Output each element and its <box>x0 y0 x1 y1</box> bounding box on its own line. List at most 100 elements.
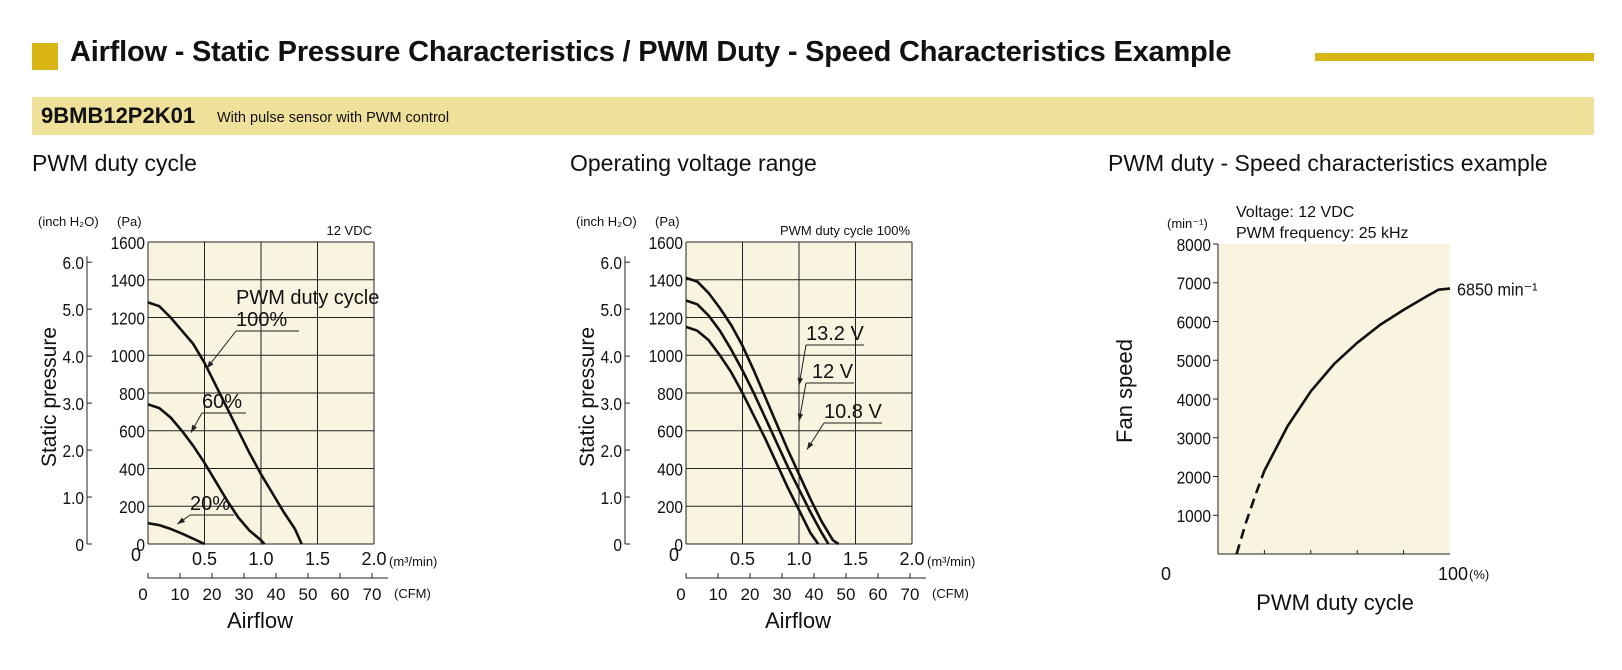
y2-tick-label: 6.0 <box>63 253 84 273</box>
x2-tick-label: 0 <box>138 585 147 604</box>
legend-title: PWM duty cycle <box>236 287 379 309</box>
page-title: Airflow - Static Pressure Characteristic… <box>70 36 1232 68</box>
y2-tick-label: 2.0 <box>601 441 622 461</box>
x2-tick-label: 60 <box>331 585 350 604</box>
y-tick-label: 200 <box>119 497 145 517</box>
x-tick-label: 0 <box>131 545 141 565</box>
x-unit-label: (m³/min) <box>927 554 975 569</box>
y2-tick-label: 4.0 <box>63 347 84 367</box>
label-arrow-head <box>177 517 186 525</box>
series-label: 13.2 V <box>806 323 864 345</box>
label-arrow-head <box>806 441 814 450</box>
label-arrow-head <box>797 377 803 386</box>
chart-pwm-duty-cycle: 0200400600800100012001400160001.02.03.04… <box>38 214 437 633</box>
y-tick-label: 1000 <box>1177 506 1211 526</box>
y-unit-label: (Pa) <box>117 214 142 229</box>
x2-tick-label: 10 <box>709 585 728 604</box>
y-tick-label: 0 <box>136 535 145 555</box>
x2-tick-label: 40 <box>805 585 824 604</box>
y-tick-label: 1200 <box>111 308 145 328</box>
x-tick-label: 1.0 <box>248 549 273 569</box>
x2-tick-label: 40 <box>267 585 286 604</box>
x-axis-label: Airflow <box>227 608 293 633</box>
y-tick-label: 1400 <box>649 271 683 291</box>
series-line-20 <box>147 521 206 546</box>
section-title-pwm-duty: PWM duty cycle <box>32 150 197 176</box>
y-tick-label: 1200 <box>649 308 683 328</box>
x-tick-label: 1.5 <box>305 549 330 569</box>
x-tick-label: 0 <box>1161 564 1171 584</box>
y2-tick-label: 5.0 <box>63 300 84 320</box>
header-accent-line <box>1315 53 1594 61</box>
section-title-speed: PWM duty - Speed characteristics example <box>1108 150 1548 176</box>
series-label: 60% <box>202 391 242 413</box>
x2-tick-label: 0 <box>676 585 685 604</box>
y-tick-label: 800 <box>657 384 683 404</box>
y-axis-label: Fan speed <box>1112 339 1137 443</box>
y-tick-label: 1600 <box>111 233 145 253</box>
x-tick-label: 0.5 <box>730 549 755 569</box>
y-tick-label: 1400 <box>111 271 145 291</box>
y2-tick-label: 0 <box>613 535 622 555</box>
y2-tick-label: 1.0 <box>601 488 622 508</box>
product-band: 9BMB12P2K01 With pulse sensor with PWM c… <box>32 97 1594 135</box>
x2-tick-label: 50 <box>299 585 318 604</box>
x2-tick-label: 70 <box>363 585 382 604</box>
y-tick-label: 400 <box>657 459 683 479</box>
x2-tick-label: 50 <box>837 585 856 604</box>
y-tick-label: 600 <box>119 422 145 442</box>
chart-condition: 12 VDC <box>326 223 372 238</box>
y-axis-label: Static pressure <box>576 327 599 467</box>
y-unit-label: (Pa) <box>655 214 680 229</box>
x-tick-label: 0.5 <box>192 549 217 569</box>
series-line-dashed <box>1235 470 1266 555</box>
end-value-label: 6850 min⁻¹ <box>1457 280 1538 300</box>
label-arrow-head <box>797 413 804 422</box>
series-line-60 <box>147 403 266 545</box>
chart-condition: PWM duty cycle 100% <box>780 223 910 238</box>
x-tick-label: 100 <box>1438 564 1468 584</box>
y2-tick-label: 1.0 <box>63 488 84 508</box>
x2-tick-label: 30 <box>235 585 254 604</box>
section-title-voltage-range: Operating voltage range <box>570 150 817 176</box>
y-tick-label: 400 <box>119 459 145 479</box>
y2-unit-label: (inch H₂O) <box>38 214 99 229</box>
x-tick-label: 1.5 <box>843 549 868 569</box>
x-tick-label: 2.0 <box>899 549 924 569</box>
x2-tick-label: 30 <box>773 585 792 604</box>
series-line-132v <box>685 276 840 546</box>
series-line-100 <box>147 301 303 545</box>
chart-pwm-speed: 1000 2000 3000 4000 5000 6000 7000 8000 0 100 (%) P… <box>1112 204 1538 615</box>
y2-tick-label: 2.0 <box>63 441 84 461</box>
series-label: 12 V <box>812 361 854 383</box>
x-tick-label: 2.0 <box>361 549 386 569</box>
y2-tick-label: 4.0 <box>601 347 622 367</box>
y-tick-label: 1000 <box>111 346 145 366</box>
label-arrow-head <box>190 424 198 433</box>
chart-condition-line: PWM frequency: 25 kHz <box>1236 225 1409 242</box>
y-tick-label: 3000 <box>1177 429 1211 449</box>
x-axis-label: Airflow <box>765 608 831 633</box>
x2-unit-label: (CFM) <box>932 586 969 601</box>
y-tick-label: 800 <box>119 384 145 404</box>
y-tick-label: 2000 <box>1177 467 1211 487</box>
y-tick-label: 7000 <box>1177 274 1211 294</box>
chart-condition-line: Voltage: 12 VDC <box>1236 204 1354 221</box>
series-label: 20% <box>190 493 230 515</box>
x2-tick-label: 20 <box>203 585 222 604</box>
series-line-fan-speed <box>1263 287 1451 472</box>
x-tick-label: 1.0 <box>786 549 811 569</box>
x2-tick-label: 20 <box>741 585 760 604</box>
y-tick-label: 4000 <box>1177 390 1211 410</box>
y2-tick-label: 3.0 <box>63 394 84 414</box>
y2-tick-label: 5.0 <box>601 300 622 320</box>
y2-tick-label: 0 <box>75 535 84 555</box>
y-tick-label: 1600 <box>649 233 683 253</box>
x-axis-label: PWM duty cycle <box>1256 590 1414 615</box>
x-unit-label: (%) <box>1469 567 1489 582</box>
chart-operating-voltage: 0200400600800100012001400160001.02.03.04… <box>576 214 975 633</box>
y-tick-label: 600 <box>657 422 683 442</box>
y-tick-label: 200 <box>657 497 683 517</box>
series-line-108v <box>685 325 820 545</box>
y-unit-label: (min⁻¹) <box>1167 216 1208 231</box>
